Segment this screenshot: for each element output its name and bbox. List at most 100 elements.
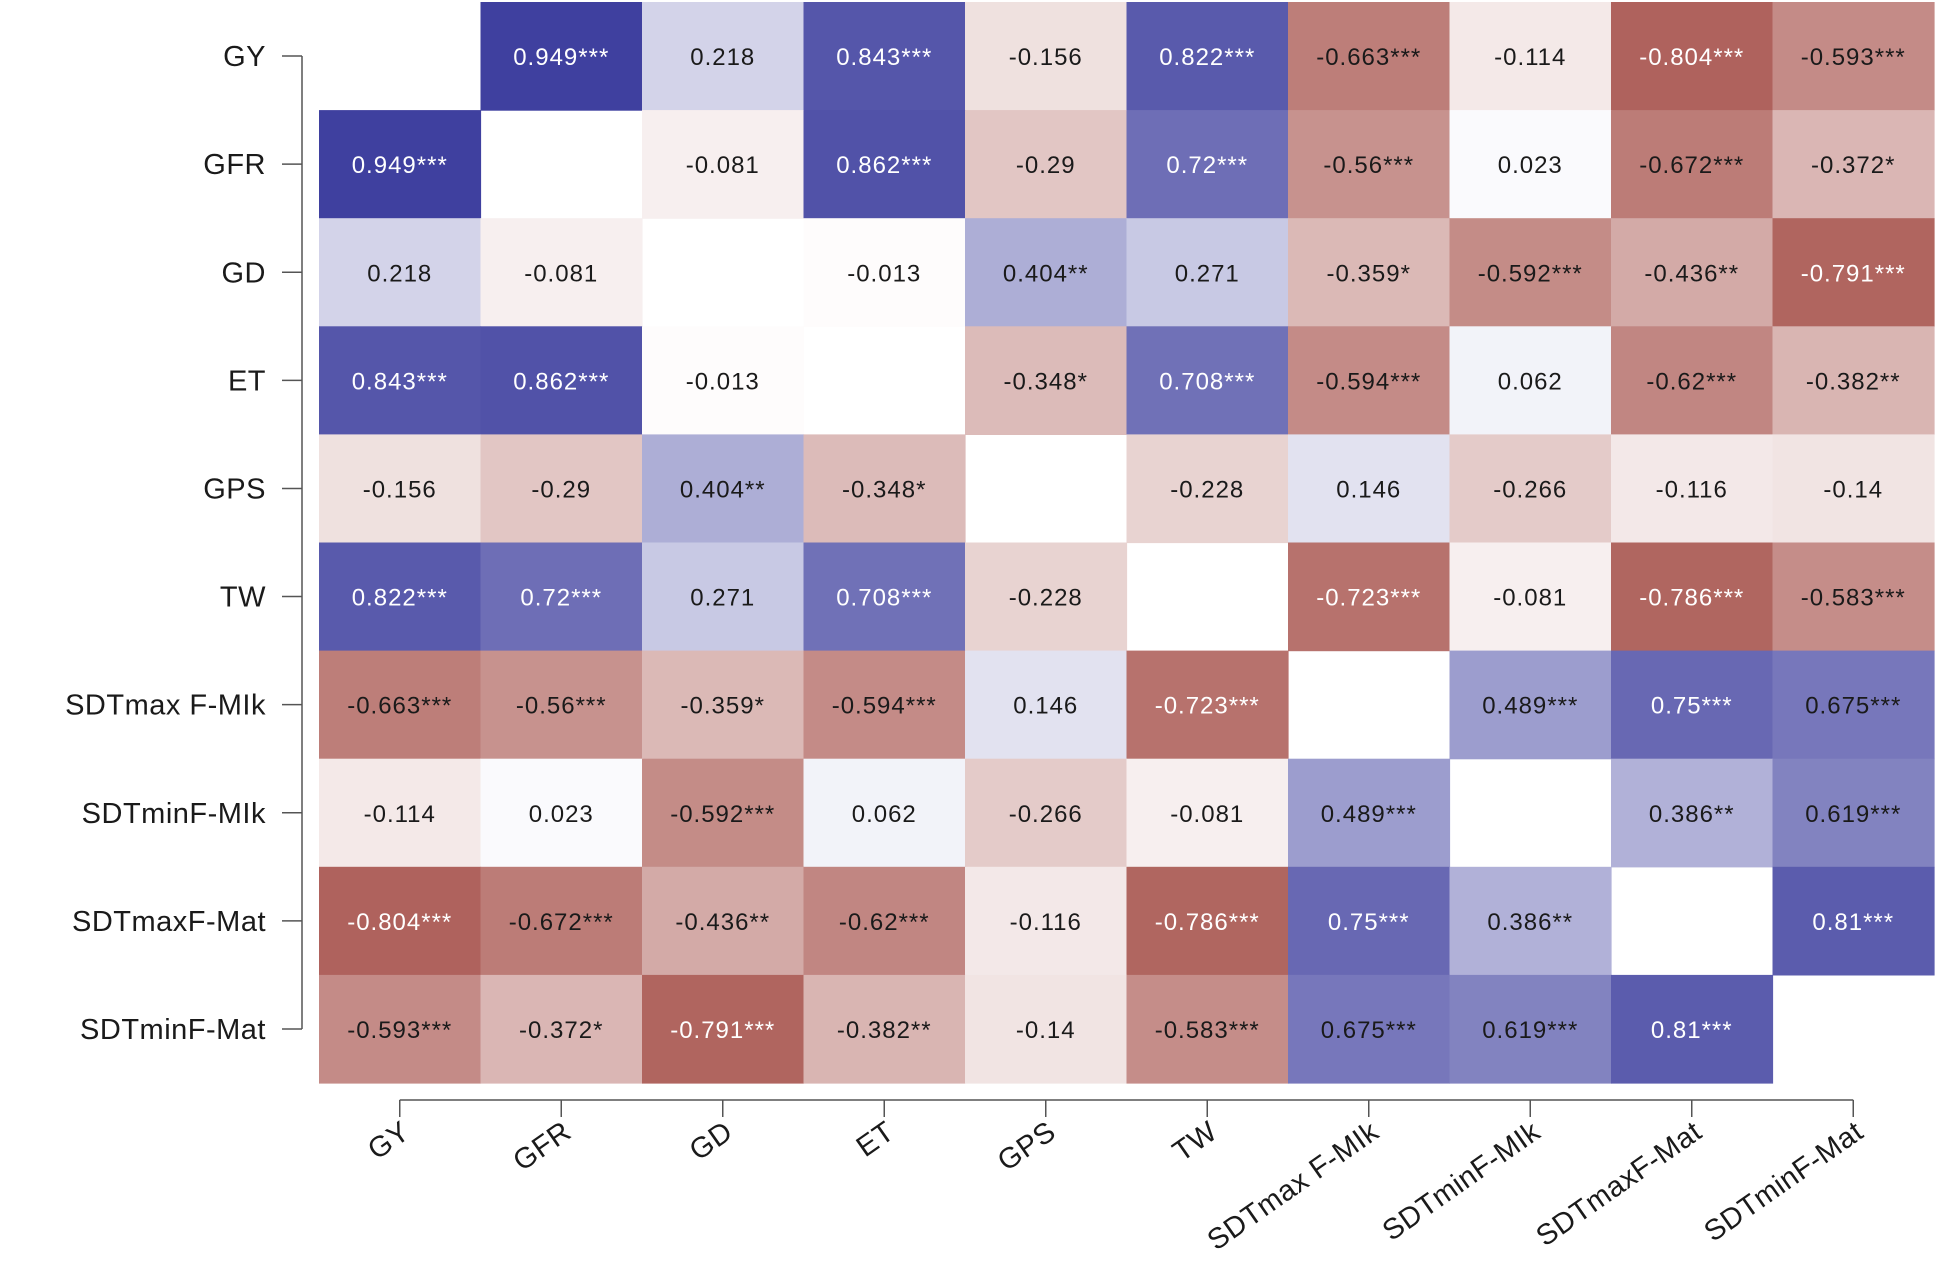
heatmap-cell-4-2 (642, 434, 805, 544)
heatmap-cell-6-9 (1772, 650, 1935, 760)
heatmap-cell-label-9-6: 0.675*** (1321, 1017, 1417, 1044)
heatmap-cell-3-8 (1611, 326, 1774, 435)
heatmap-cell-label-9-1: -0.372* (519, 1017, 603, 1044)
heatmap-cell-9-5 (1126, 974, 1289, 1084)
heatmap-cell-7-8 (1611, 758, 1774, 868)
heatmap-cell-label-9-8: 0.81*** (1651, 1017, 1733, 1044)
heatmap-cell-label-5-7: -0.081 (1493, 585, 1567, 612)
heatmap-cell-label-0-8: -0.804*** (1639, 44, 1744, 71)
heatmap-cell-6-7 (1449, 650, 1612, 760)
heatmap-cell-label-5-3: 0.708*** (836, 585, 932, 612)
heatmap-cell-7-9 (1772, 758, 1935, 868)
heatmap-cell-label-6-7: 0.489*** (1482, 693, 1578, 720)
x-tick-label-9: SDTminF-Mat (1699, 1116, 1870, 1249)
heatmap-cell-label-6-1: -0.56*** (516, 693, 607, 720)
heatmap-cell-1-4 (965, 110, 1128, 219)
heatmap-cell-label-6-8: 0.75*** (1651, 693, 1733, 720)
heatmap-cell-3-7 (1449, 326, 1612, 435)
heatmap-cell-7-2 (642, 758, 805, 868)
heatmap-cell-label-8-1: -0.672*** (509, 909, 614, 936)
heatmap-cell-label-9-7: 0.619*** (1482, 1017, 1578, 1044)
heatmap-cell-label-0-3: 0.843*** (836, 44, 932, 71)
heatmap-cell-8-6 (1288, 866, 1451, 976)
heatmap-cell-label-8-2: -0.436** (675, 909, 770, 936)
heatmap-cell-5-6 (1288, 542, 1451, 652)
heatmap-cell-label-5-1: 0.72*** (520, 585, 602, 612)
heatmap-cell-6-3 (803, 650, 966, 760)
heatmap-cell-label-6-9: 0.675*** (1805, 693, 1901, 720)
heatmap-cell-labels: 0.949*** 0.218 0.843*** -0.156 0.822*** -0.66… (347, 44, 1906, 1044)
heatmap-cell-4-9 (1772, 434, 1935, 544)
heatmap-cell-label-3-5: 0.708*** (1159, 368, 1255, 395)
heatmap-cell-9-7 (1449, 974, 1612, 1084)
heatmap-cell-6-2 (642, 650, 805, 760)
heatmap-cell-3-6 (1288, 326, 1451, 435)
heatmap-cell-label-3-0: 0.843*** (352, 368, 448, 395)
heatmap-cell-label-3-1: 0.862*** (513, 368, 609, 395)
heatmap-cell-label-1-3: 0.862*** (836, 152, 932, 179)
heatmap-cell-label-0-7: -0.114 (1494, 44, 1566, 71)
x-tick-label-7: SDTminF-MIk (1377, 1116, 1546, 1248)
heatmap-cell-4-6 (1288, 434, 1451, 544)
y-tick-label-6: SDTmax F-MIk (65, 690, 266, 722)
heatmap-cell-label-6-4: 0.146 (1013, 693, 1078, 720)
heatmap-cell-label-4-1: -0.29 (531, 476, 591, 503)
heatmap-cell-label-9-2: -0.791*** (670, 1017, 775, 1044)
y-tick-label-2: GD (222, 257, 267, 289)
heatmap-cell-label-0-9: -0.593*** (1801, 44, 1906, 71)
heatmap-cell-label-7-3: 0.062 (852, 801, 917, 828)
heatmap-cell-9-6 (1288, 974, 1451, 1084)
heatmap-cell-2-0 (319, 218, 482, 327)
heatmap-cell-9-4 (965, 974, 1128, 1084)
heatmap-cell-label-2-7: -0.592*** (1478, 260, 1583, 287)
heatmap-cell-label-4-2: 0.404** (680, 476, 766, 503)
heatmap-cell-label-4-9: -0.14 (1823, 476, 1883, 503)
heatmap-cell-9-0 (319, 974, 482, 1084)
y-tick-label-0: GY (223, 41, 266, 73)
heatmap-cell-0-8 (1611, 2, 1774, 111)
heatmap-cell-6-0 (319, 650, 482, 760)
heatmap-cell-label-5-4: -0.228 (1009, 585, 1083, 612)
heatmap-cell-label-7-0: -0.114 (364, 801, 436, 828)
heatmap-cell-1-3 (803, 110, 966, 219)
heatmap-cell-label-4-7: -0.266 (1493, 476, 1567, 503)
heatmap-cell-6-8 (1611, 650, 1774, 760)
heatmap-cell-0-4 (965, 2, 1128, 111)
heatmap-cell-label-3-9: -0.382** (1806, 368, 1901, 395)
heatmap-cell-label-7-2: -0.592*** (670, 801, 775, 828)
heatmap-cell-label-5-8: -0.786*** (1639, 585, 1744, 612)
heatmap-cell-1-0 (319, 110, 482, 219)
heatmap-cell-2-4 (965, 218, 1128, 327)
heatmap-cell-0-2 (642, 2, 805, 111)
heatmap-cell-label-5-6: -0.723*** (1316, 585, 1421, 612)
heatmap-cell-7-0 (319, 758, 482, 868)
heatmap-cell-label-3-8: -0.62*** (1646, 368, 1737, 395)
heatmap-cell-6-1 (480, 650, 643, 760)
heatmap-cell-3-1 (480, 326, 643, 435)
heatmap-cell-label-8-6: 0.75*** (1328, 909, 1410, 936)
heatmap-cell-label-6-0: -0.663*** (347, 693, 452, 720)
y-axis: GY GFR GD ET GPS TW SDTmax F-MIk SDTminF-MIk SDT… (65, 41, 303, 1046)
heatmap-cell-label-8-5: -0.786*** (1155, 909, 1260, 936)
heatmap-cell-2-6 (1288, 218, 1451, 327)
heatmap-cell-label-8-7: 0.386** (1487, 909, 1573, 936)
heatmap-cell-1-6 (1288, 110, 1451, 219)
heatmap-cell-9-1 (480, 974, 643, 1084)
heatmap-cell-label-2-8: -0.436** (1644, 260, 1739, 287)
heatmap-cell-9-3 (803, 974, 966, 1084)
heatmap-cell-label-4-8: -0.116 (1656, 476, 1728, 503)
heatmap-cell-0-1 (480, 2, 643, 111)
heatmap-cell-1-9 (1772, 110, 1935, 219)
heatmap-cell-4-8 (1611, 434, 1774, 544)
y-tick-label-7: SDTminF-MIk (82, 798, 266, 830)
heatmap-cell-5-4 (965, 542, 1128, 652)
heatmap-cell-4-1 (480, 434, 643, 544)
heatmap-cell-2-1 (480, 218, 643, 327)
heatmap-cell-1-5 (1126, 110, 1289, 219)
heatmap-cell-label-2-6: -0.359* (1327, 260, 1411, 287)
heatmap-cell-label-9-4: -0.14 (1016, 1017, 1076, 1044)
heatmap-cell-3-0 (319, 326, 482, 435)
